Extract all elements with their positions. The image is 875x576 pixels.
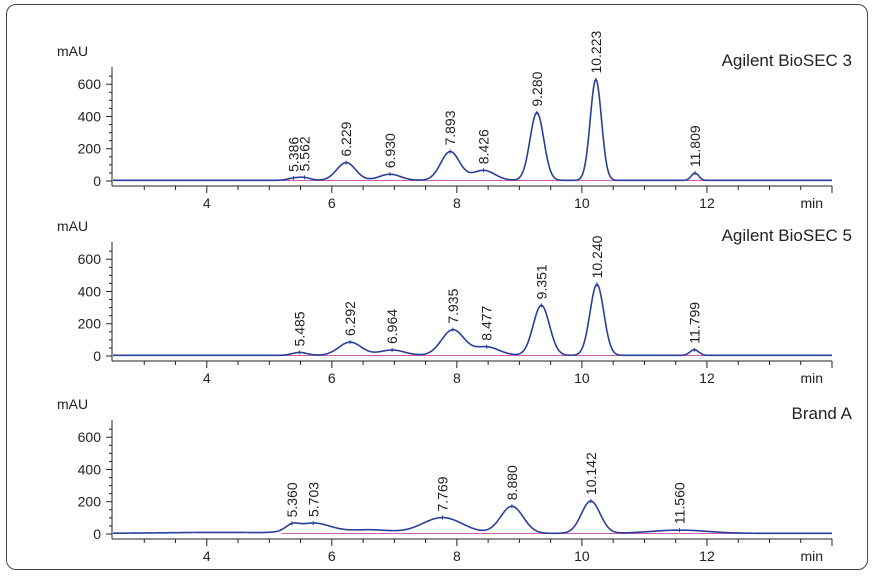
peak-label: 9.351 xyxy=(533,264,549,299)
x-tick-label: 6 xyxy=(328,370,336,386)
peak-label: 5.562 xyxy=(296,136,312,171)
x-axis-label: min xyxy=(800,195,823,211)
peak-label: 11.809 xyxy=(687,125,703,167)
x-tick-label: 8 xyxy=(453,548,461,564)
y-tick-label: 400 xyxy=(78,461,102,477)
x-tick-label: 6 xyxy=(328,548,336,564)
peak-label: 8.880 xyxy=(504,465,520,500)
x-tick-label: 8 xyxy=(453,195,461,211)
x-tick-label: 12 xyxy=(699,548,715,564)
x-tick-label: 10 xyxy=(574,370,590,386)
y-tick-label: 400 xyxy=(78,283,102,299)
peak-label: 5.360 xyxy=(284,482,300,517)
x-tick-label: 10 xyxy=(574,548,590,564)
x-tick-label: 4 xyxy=(203,370,211,386)
series-name: Agilent BioSEC 5 xyxy=(722,226,852,245)
peak-label: 8.426 xyxy=(476,129,492,164)
y-tick-label: 200 xyxy=(78,316,102,332)
peak-label: 10.142 xyxy=(583,452,599,495)
peak-label: 7.893 xyxy=(442,110,458,145)
chromatogram-trace xyxy=(113,78,832,182)
x-axis-label: min xyxy=(800,548,823,564)
x-tick-label: 12 xyxy=(699,370,715,386)
y-tick-label: 0 xyxy=(93,348,101,364)
series-name: Brand A xyxy=(792,404,853,423)
peak-label: 6.930 xyxy=(382,133,398,168)
y-tick-label: 0 xyxy=(93,173,101,189)
y-tick-label: 200 xyxy=(78,494,102,510)
peak-label: 10.240 xyxy=(589,235,605,278)
y-axis-label: mAU xyxy=(57,396,88,412)
peak-label: 6.292 xyxy=(342,301,358,336)
y-tick-label: 600 xyxy=(78,251,102,267)
x-tick-label: 10 xyxy=(574,195,590,211)
peak-label: 5.386 xyxy=(285,137,301,172)
series-name: Agilent BioSEC 3 xyxy=(722,51,852,70)
peak-label: 11.560 xyxy=(671,482,687,524)
peak-label: 10.223 xyxy=(588,31,604,74)
peak-label: 5.485 xyxy=(292,311,308,346)
y-tick-label: 600 xyxy=(78,429,102,445)
y-tick-label: 0 xyxy=(93,526,101,542)
peak-label: 7.935 xyxy=(445,288,461,323)
y-tick-label: 200 xyxy=(78,141,102,157)
x-tick-label: 4 xyxy=(203,548,211,564)
peak-label: 11.799 xyxy=(686,302,702,344)
chromatogram-trace xyxy=(113,283,832,357)
y-tick-label: 400 xyxy=(78,108,102,124)
peak-label: 7.769 xyxy=(434,476,450,511)
x-tick-label: 8 xyxy=(453,370,461,386)
peak-label: 5.703 xyxy=(305,482,321,517)
peak-label: 6.229 xyxy=(338,121,354,156)
x-tick-label: 4 xyxy=(203,195,211,211)
peak-label: 8.477 xyxy=(479,305,495,340)
x-axis-label: min xyxy=(800,370,823,386)
y-tick-label: 600 xyxy=(78,76,102,92)
figure-frame xyxy=(6,4,868,570)
peak-label: 9.280 xyxy=(529,71,545,106)
peak-label: 6.964 xyxy=(384,309,400,344)
y-axis-label: mAU xyxy=(57,218,88,234)
chromatogram-trace xyxy=(113,500,832,535)
x-tick-label: 12 xyxy=(699,195,715,211)
x-tick-label: 6 xyxy=(328,195,336,211)
y-axis-label: mAU xyxy=(57,43,88,59)
